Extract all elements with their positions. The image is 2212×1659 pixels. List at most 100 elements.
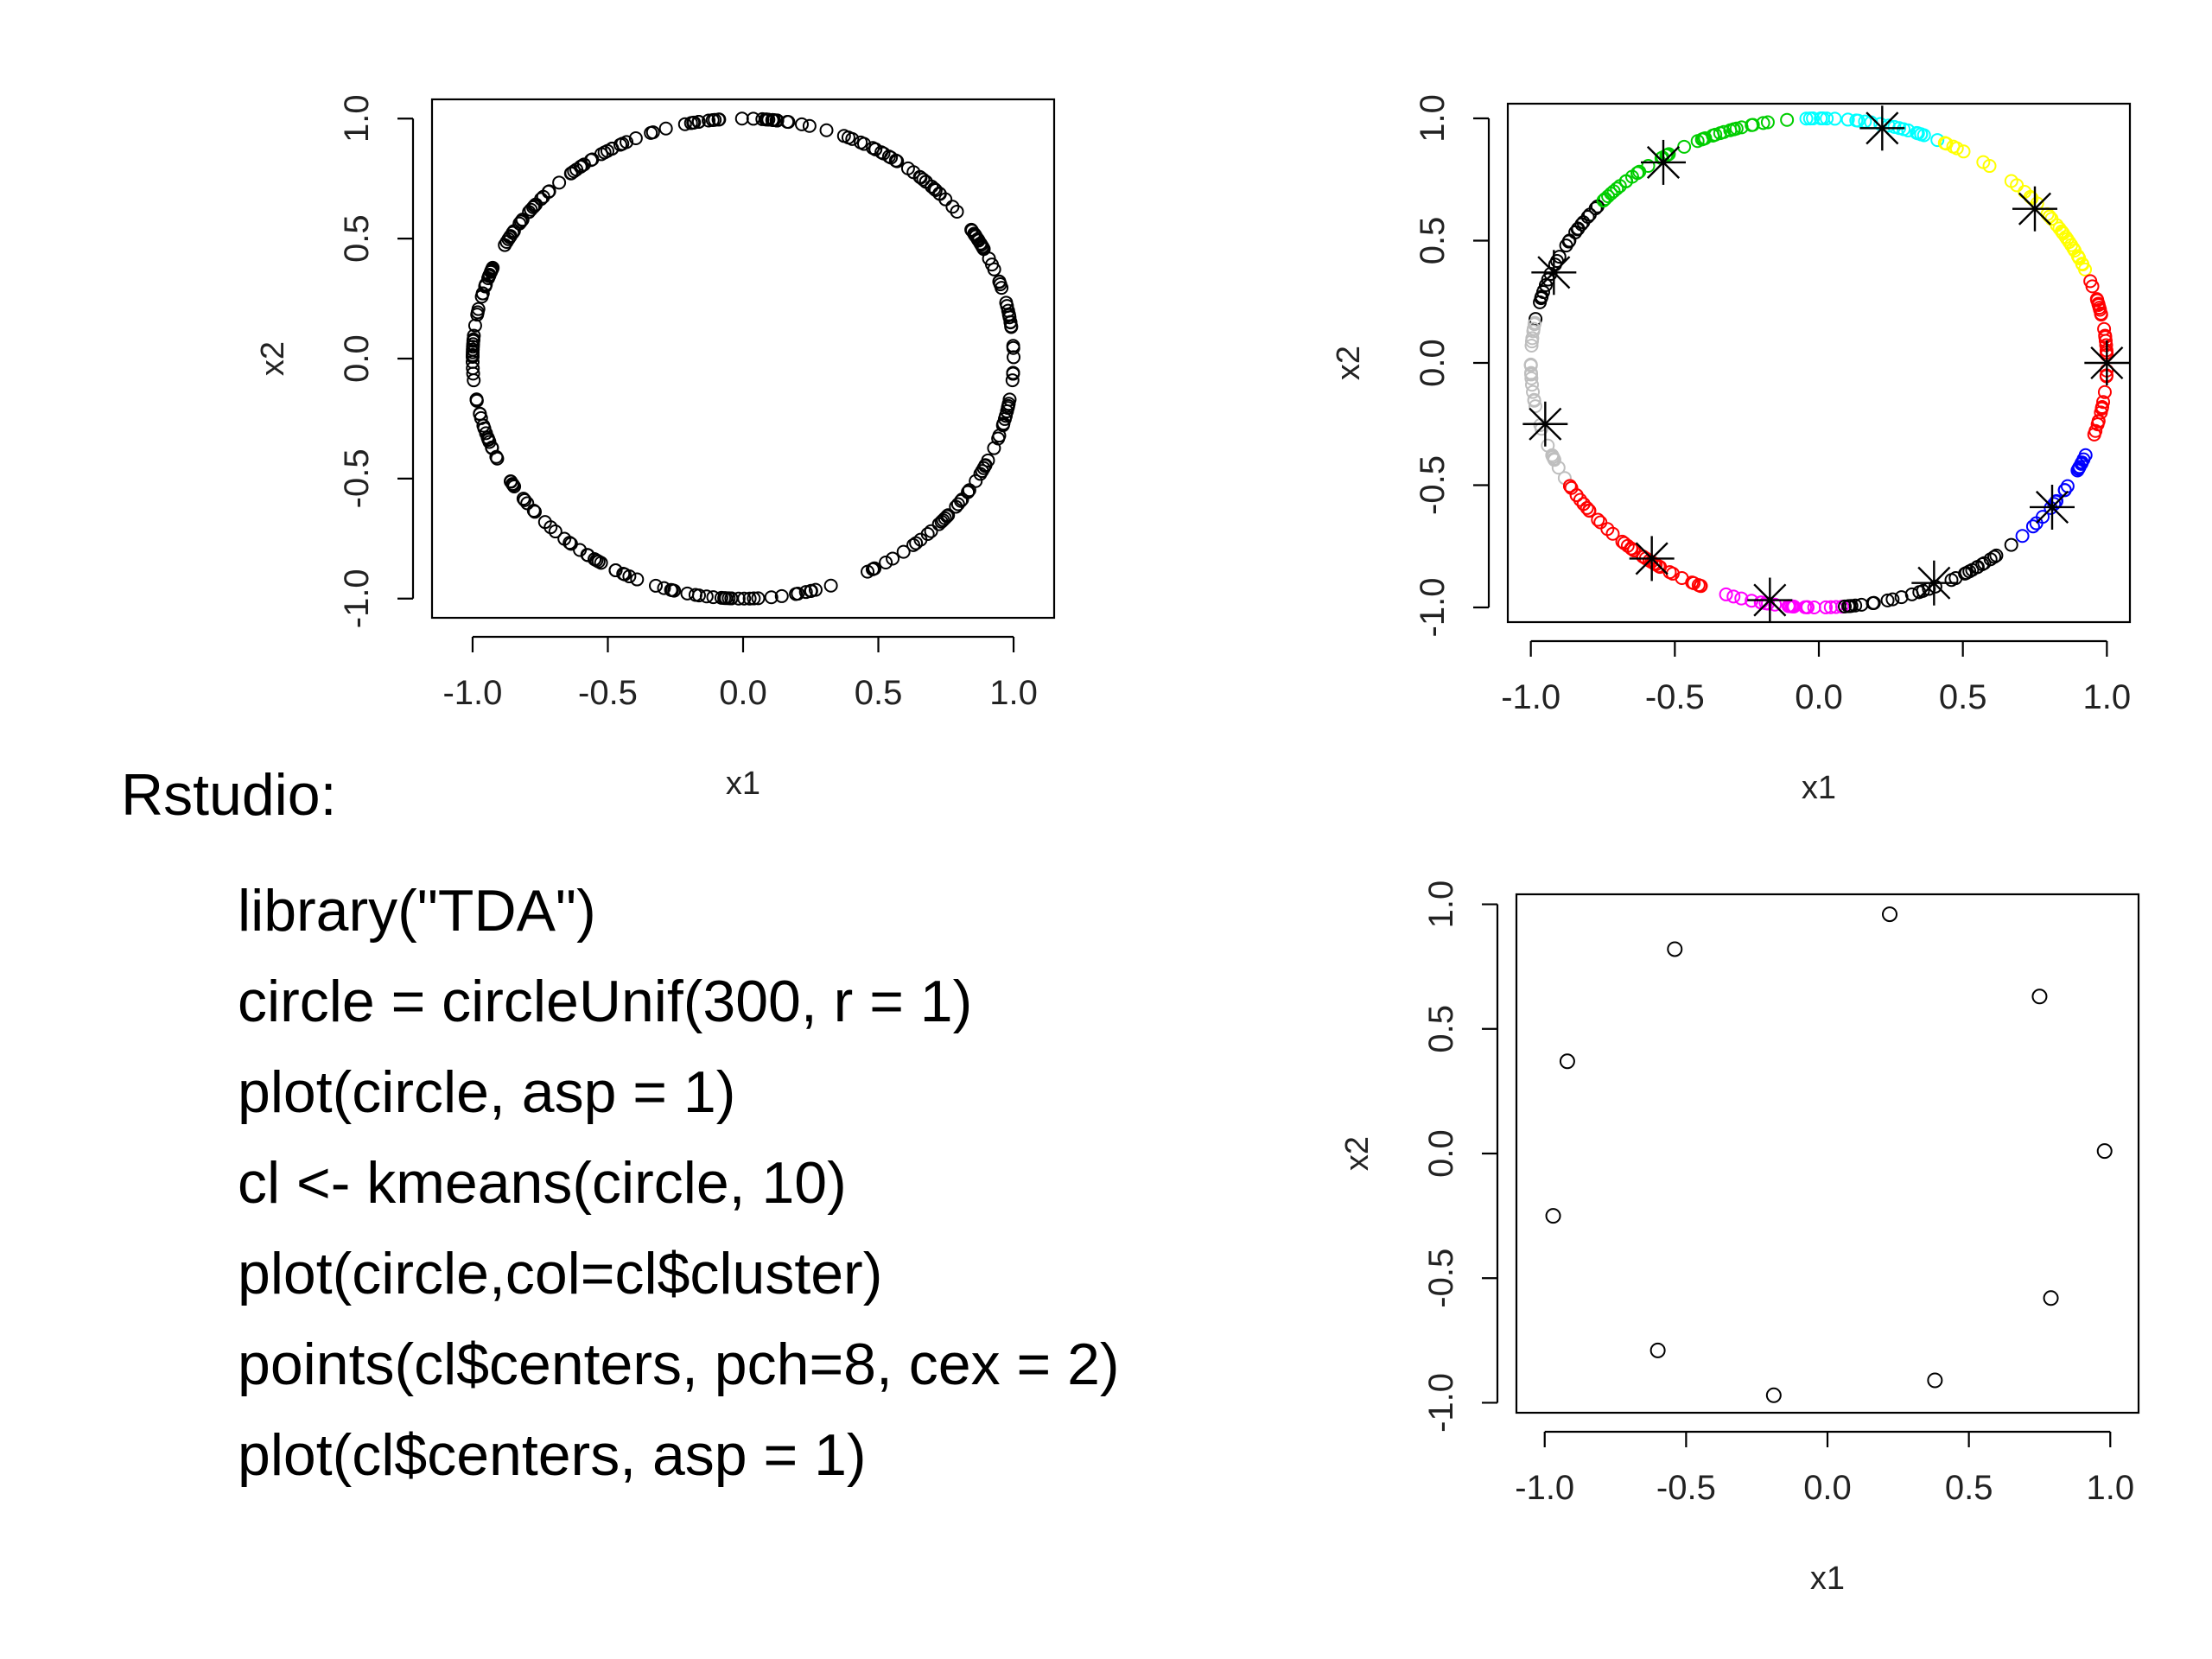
x-tick-label: -1.0: [1515, 1469, 1574, 1507]
data-point: [702, 113, 716, 128]
cluster-center-marker: [2084, 340, 2130, 385]
data-point: [2094, 400, 2109, 415]
asterisk-stroke: [1529, 407, 1562, 441]
data-point: [1976, 155, 1991, 169]
data-point: [1685, 575, 1700, 590]
x-axis-title: x1: [726, 766, 760, 802]
data-point: [687, 115, 702, 130]
data-point: [1615, 534, 1630, 549]
data-point: [941, 508, 956, 523]
x-tick-label: 1.0: [2086, 1469, 2134, 1507]
data-point: [534, 192, 549, 207]
data-point: [987, 262, 1001, 276]
data-point: [466, 366, 480, 381]
data-point: [1823, 600, 1838, 614]
data-point: [1007, 350, 1021, 365]
x-tick-label: -0.5: [578, 674, 638, 712]
data-point: [1598, 192, 1612, 207]
data-point: [962, 483, 976, 498]
data-point: [552, 175, 567, 190]
data-point: [1849, 113, 1864, 128]
data-point: [742, 591, 757, 606]
data-point: [537, 515, 552, 530]
data-point: [2043, 1290, 2059, 1306]
data-point: [950, 204, 964, 219]
data-point: [528, 505, 543, 519]
data-point: [608, 563, 623, 577]
x-tick-label: 0.5: [855, 674, 903, 712]
data-point: [677, 117, 692, 131]
data-point: [1760, 115, 1775, 130]
data-point: [2057, 483, 2072, 498]
y-tick-label: 1.0: [1422, 880, 1460, 929]
data-point: [906, 165, 921, 180]
data-point: [628, 130, 643, 145]
data-point: [1780, 112, 1795, 127]
data-point: [1534, 291, 1548, 306]
data-point: [489, 449, 504, 464]
data-point: [505, 226, 520, 240]
data-point: [620, 135, 634, 149]
code-line: library("TDA"): [238, 877, 596, 944]
cluster-center-marker: [2012, 186, 2057, 232]
asterisk-stroke: [2090, 346, 2124, 380]
data-point: [1698, 130, 1713, 145]
data-point: [1745, 118, 1759, 132]
data-point: [1593, 515, 1608, 530]
cluster-center-marker: [1641, 139, 1686, 185]
x-axis-title: x1: [1810, 1560, 1845, 1597]
data-point: [999, 409, 1014, 423]
data-point: [1723, 123, 1738, 137]
data-point: [466, 340, 480, 354]
data-point: [467, 373, 481, 388]
code-title: Rstudio:: [121, 762, 337, 828]
data-point: [881, 149, 896, 164]
data-point: [955, 492, 969, 506]
plot-frame: [430, 98, 1056, 620]
data-point: [2052, 221, 2067, 236]
data-point: [557, 531, 572, 546]
data-point: [476, 418, 491, 433]
plot-frame: [1506, 102, 2132, 624]
data-point: [1887, 119, 1902, 134]
data-point: [1006, 339, 1020, 353]
data-point: [1840, 112, 1855, 127]
data-point: [861, 564, 875, 579]
data-point: [699, 589, 714, 604]
y-tick-label: 1.0: [338, 94, 376, 143]
data-point: [889, 154, 904, 168]
data-point: [711, 112, 726, 127]
data-point: [802, 118, 817, 133]
data-point: [597, 145, 612, 160]
asterisk-stroke: [2035, 490, 2069, 524]
data-point: [774, 588, 789, 603]
data-point: [1547, 453, 1561, 467]
data-point: [2025, 519, 2040, 534]
data-point: [1541, 438, 1555, 453]
data-point: [2054, 224, 2069, 238]
data-point: [1523, 357, 1538, 372]
data-point: [1930, 133, 1945, 148]
data-point: [584, 153, 599, 168]
x-tick-label: 1.0: [989, 674, 1038, 712]
data-point: [1549, 254, 1564, 269]
data-point: [2098, 330, 2113, 345]
data-point: [969, 474, 983, 488]
data-point: [1624, 169, 1639, 184]
asterisk-stroke: [1537, 256, 1571, 289]
data-point: [764, 590, 779, 605]
cluster-center-marker: [1747, 577, 1793, 623]
data-point: [1949, 141, 1964, 156]
x-tick-label: 0.5: [1939, 678, 1987, 716]
data-point: [976, 461, 991, 475]
data-point: [466, 334, 480, 348]
x-tick-label: -0.5: [1656, 1469, 1716, 1507]
code-line: cl <- kmeans(circle, 10): [238, 1149, 847, 1216]
data-point: [503, 474, 518, 489]
cluster-center-marker: [1859, 105, 1905, 151]
data-point: [2090, 293, 2105, 308]
data-point: [794, 117, 809, 131]
data-point: [1694, 579, 1708, 594]
data-point: [1838, 599, 1853, 613]
data-point: [548, 524, 563, 539]
